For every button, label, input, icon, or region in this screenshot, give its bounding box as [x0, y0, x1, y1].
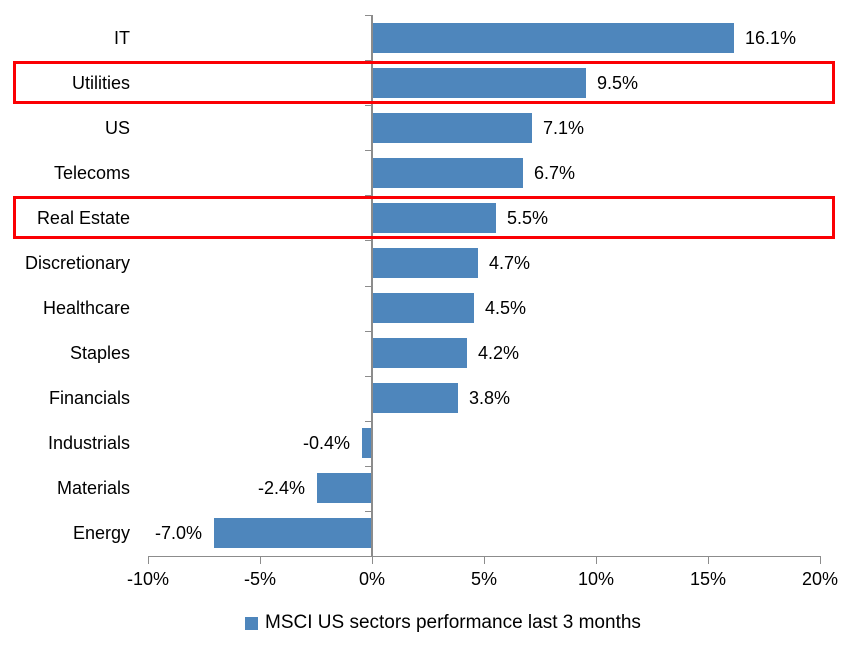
x-axis-tick	[484, 557, 485, 564]
category-label: Staples	[69, 343, 130, 363]
y-axis-tick	[365, 60, 371, 61]
x-axis-tick-label: 20%	[801, 569, 839, 589]
y-axis-tick	[365, 331, 371, 332]
x-axis-tick	[148, 557, 149, 564]
bar	[373, 68, 586, 98]
x-axis-tick-label: 10%	[577, 569, 615, 589]
bar	[373, 203, 496, 233]
value-label: -7.0%	[154, 523, 202, 543]
x-axis-line	[148, 556, 821, 557]
value-label: -2.4%	[257, 478, 305, 498]
y-axis-tick	[365, 105, 371, 106]
x-axis-tick	[596, 557, 597, 564]
y-axis-tick	[365, 150, 371, 151]
y-axis-tick	[365, 421, 371, 422]
y-axis-tick	[365, 376, 371, 377]
category-label: IT	[114, 28, 130, 48]
legend-marker-square	[245, 616, 258, 630]
category-label: Financials	[48, 388, 130, 408]
value-label: 5.5%	[507, 208, 549, 228]
x-axis-tick-label: 5%	[470, 569, 497, 589]
bar	[373, 338, 467, 368]
y-axis-tick	[365, 511, 371, 512]
bar	[373, 293, 474, 323]
y-axis-tick	[365, 556, 371, 557]
value-label: -0.4%	[302, 433, 350, 453]
bar	[317, 473, 371, 503]
x-axis-tick-label: 15%	[689, 569, 727, 589]
value-label: 7.1%	[543, 118, 585, 138]
value-label: 6.7%	[534, 163, 576, 183]
category-label: Utilities	[71, 73, 130, 93]
legend: MSCI US sectors performance last 3 month…	[245, 612, 641, 634]
value-label: 4.7%	[489, 253, 531, 273]
bar	[362, 428, 371, 458]
category-label: Discretionary	[24, 253, 130, 273]
legend-label: MSCI US sectors performance last 3 month…	[265, 612, 641, 633]
value-label: 4.2%	[478, 343, 520, 363]
x-axis-tick-label: -10%	[126, 569, 170, 589]
bar	[373, 158, 523, 188]
x-axis-tick-label: 0%	[358, 569, 385, 589]
category-label: Industrials	[47, 433, 130, 453]
value-label: 9.5%	[597, 73, 639, 93]
value-label: 3.8%	[469, 388, 511, 408]
x-axis-tick	[820, 557, 821, 564]
bar	[373, 383, 458, 413]
y-axis-tick	[365, 286, 371, 287]
category-label: Healthcare	[42, 298, 130, 318]
x-axis-tick-label: -5%	[243, 569, 276, 589]
category-label: Real Estate	[36, 208, 130, 228]
category-label: Energy	[72, 523, 130, 543]
x-axis-tick	[260, 557, 261, 564]
y-axis-tick	[365, 240, 371, 241]
category-label: Telecoms	[53, 163, 130, 183]
category-label: US	[104, 118, 130, 138]
bar	[373, 23, 734, 53]
y-axis-tick	[365, 195, 371, 196]
bar	[214, 518, 371, 548]
bar	[373, 248, 478, 278]
x-axis-tick	[372, 557, 373, 564]
y-axis-tick	[365, 15, 371, 16]
y-axis-line	[371, 15, 373, 557]
value-label: 4.5%	[485, 298, 527, 318]
bar	[373, 113, 532, 143]
y-axis-tick	[365, 466, 371, 467]
x-axis-tick	[708, 557, 709, 564]
category-label: Materials	[56, 478, 130, 498]
value-label: 16.1%	[745, 28, 797, 48]
